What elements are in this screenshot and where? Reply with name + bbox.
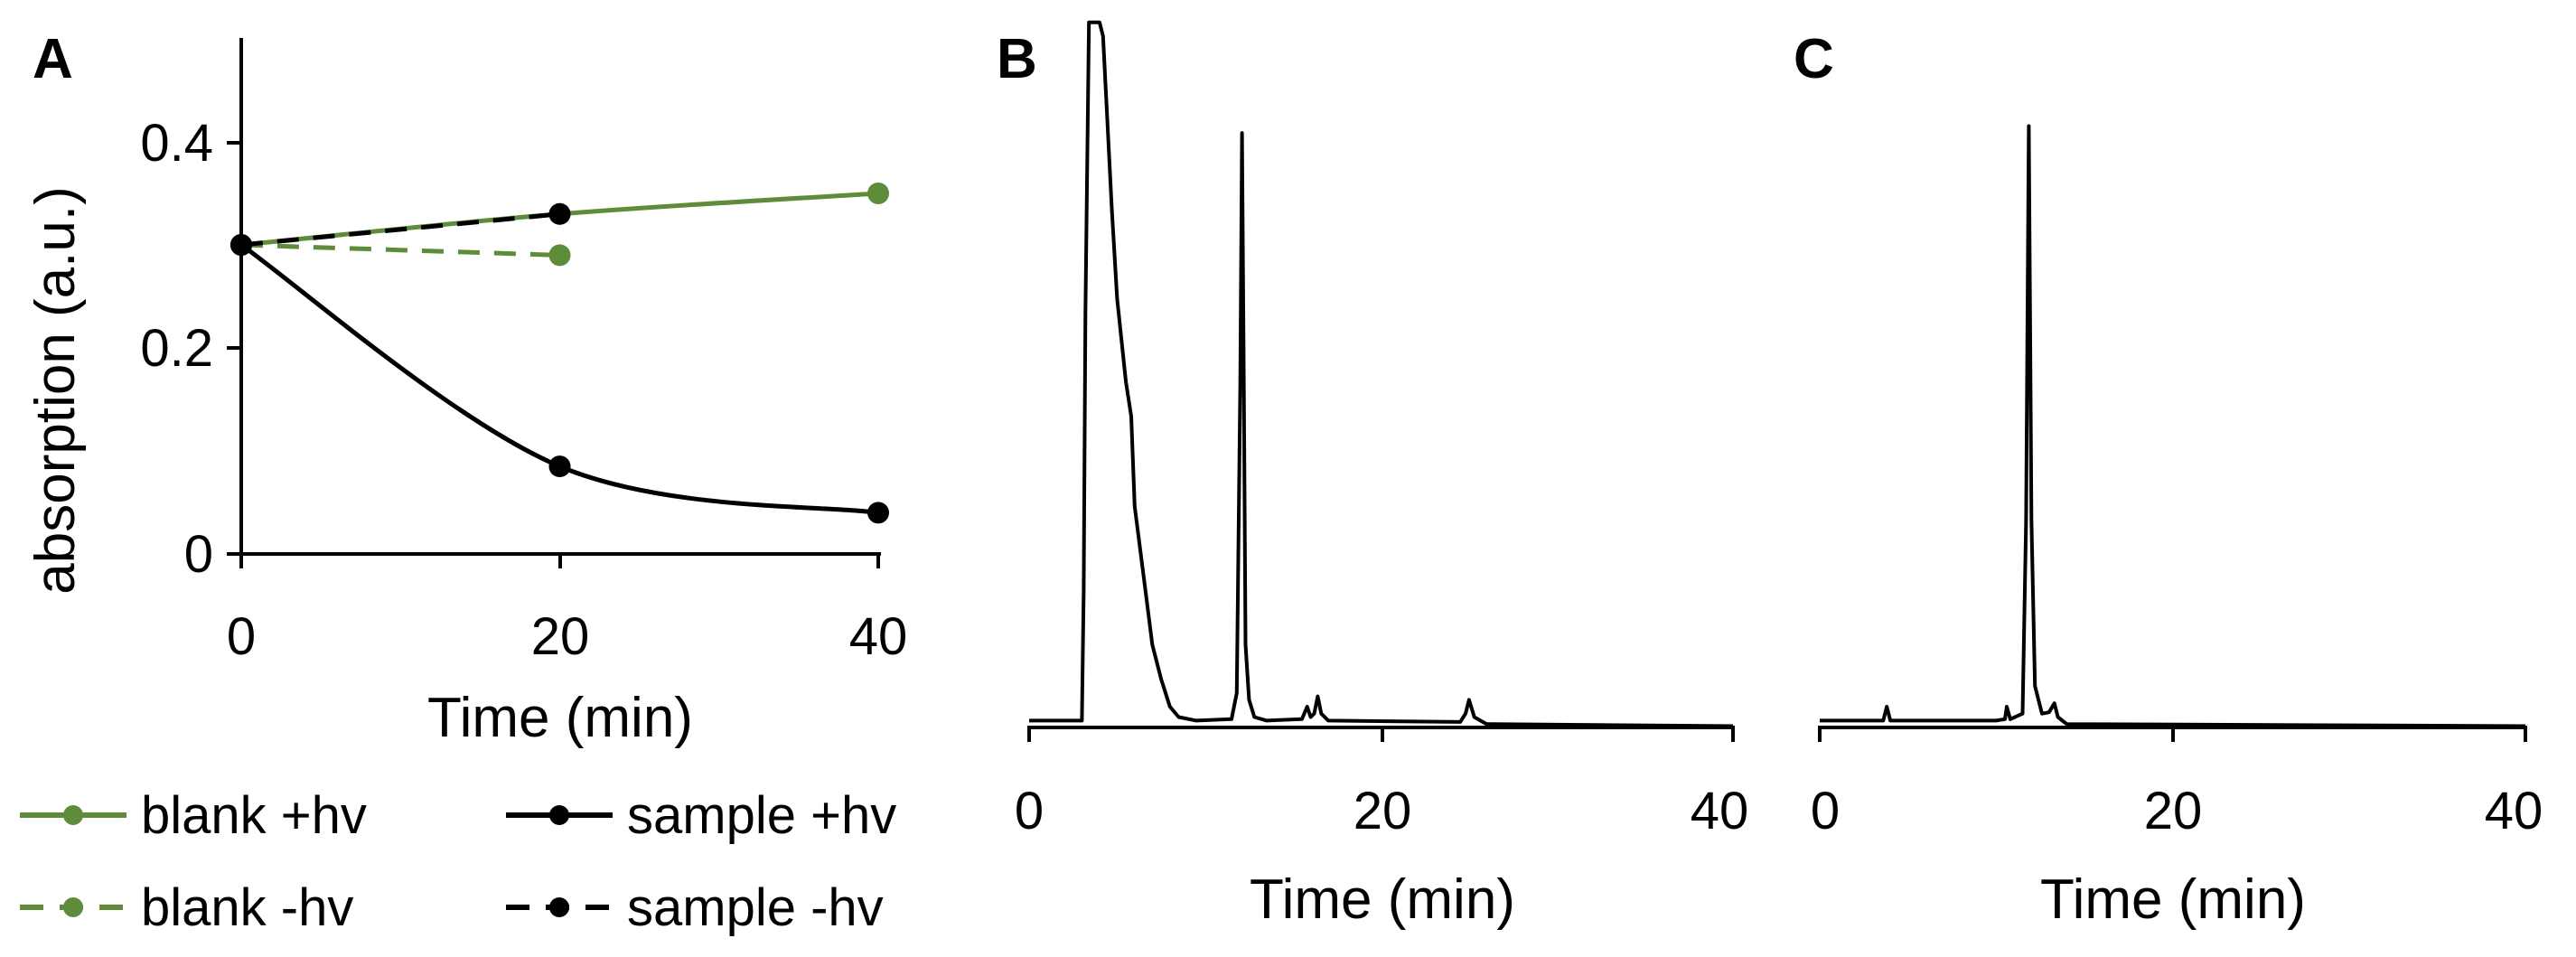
panel-c: C 0 20 40 Time (min) [1794, 28, 2543, 931]
legend-item-blank-hv: blank +hv [20, 786, 367, 845]
panel-c-chromatogram-trace [1820, 124, 2526, 728]
legend-label-blank-no-hv: blank -hv [141, 878, 353, 937]
panel-c-x-tick-label-1: 20 [2144, 782, 2203, 840]
panel-a-x-tick-label-2: 40 [849, 607, 908, 666]
legend-item-sample-no-hv: sample -hv [506, 878, 884, 937]
panel-a-point-sample-no-hv-1 [548, 202, 571, 225]
panel-b-x-tick-label-1: 20 [1354, 782, 1412, 840]
legend-item-blank-no-hv: blank -hv [20, 878, 353, 937]
panel-a-point-sample-hv-1 [548, 455, 571, 478]
panel-b-chromatogram-trace [1029, 20, 1734, 728]
panel-b: B 0 20 40 Time (min) [997, 20, 1749, 931]
legend-marker-sample-hv [549, 805, 569, 825]
panel-a-y-axis-title: absorption (a.u.) [24, 186, 87, 594]
panel-a-letter: A [33, 28, 73, 90]
legend-label-sample-hv: sample +hv [627, 786, 896, 845]
panel-b-x-tick-label-0: 0 [1015, 782, 1044, 840]
panel-b-letter: B [997, 28, 1037, 90]
panel-c-x-tick-label-2: 40 [2485, 782, 2543, 840]
panel-a-x-axis-title: Time (min) [427, 687, 693, 749]
panel-a-line-sample-no-hv [240, 211, 560, 248]
panel-b-x-tick-label-2: 40 [1691, 782, 1749, 840]
panel-c-x-axis-title: Time (min) [2040, 868, 2306, 931]
panel-a-line-blank-no-hv [240, 242, 560, 258]
panel-a-x-tick-label-0: 0 [227, 607, 256, 666]
panel-c-series [1820, 124, 2526, 728]
panel-a-y-tick-label-1: 0.2 [140, 319, 213, 378]
panel-a-point-sample-hv-0 [230, 234, 252, 256]
panel-a-point-blank-no-hv-1 [548, 244, 571, 267]
legend-label-blank-hv: blank +hv [141, 786, 367, 845]
panel-a-x-tick-label-1: 20 [531, 607, 590, 666]
legend-marker-blank-no-hv [63, 897, 83, 917]
legend-marker-blank-hv [63, 805, 83, 825]
panel-a-y-tick-label-2: 0.4 [140, 114, 213, 173]
panel-a-point-blank-hv-2 [867, 183, 889, 204]
panel-a-series [230, 183, 889, 524]
legend-label-sample-no-hv: sample -hv [627, 878, 884, 937]
legend-item-sample-hv: sample +hv [506, 786, 896, 845]
panel-a: A absorption (a.u.) 0 0.2 0.4 0 20 40 Ti… [24, 28, 907, 749]
legend-marker-sample-no-hv [549, 897, 569, 917]
panel-c-x-tick-label-0: 0 [1811, 782, 1840, 840]
panel-a-y-tick-label-0: 0 [184, 525, 213, 584]
panel-c-letter: C [1794, 28, 1834, 90]
panel-b-x-axis-title: Time (min) [1250, 868, 1515, 931]
panel-b-series [1029, 20, 1734, 728]
panel-a-point-sample-hv-2 [867, 502, 889, 524]
legend: blank +hv sample +hv blank -hv sample -h… [20, 786, 896, 937]
